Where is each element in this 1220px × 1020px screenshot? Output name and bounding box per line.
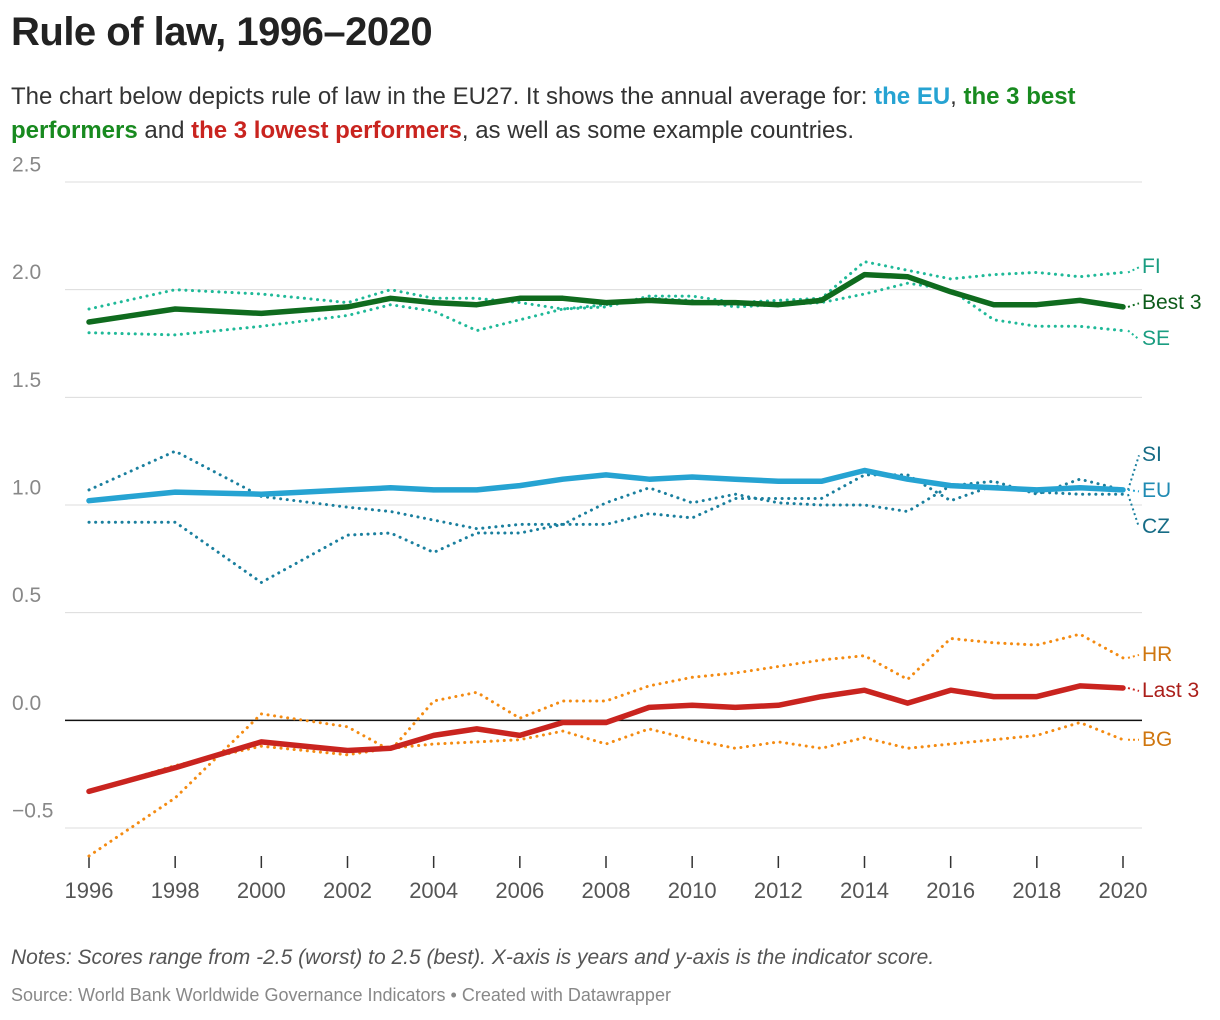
source: Source: World Bank Worldwide Governance … [11,985,671,1005]
label-connector [1127,302,1140,308]
subtitle-part: the 3 best performers [11,83,1076,144]
x-tick-label: 2000 [237,878,286,903]
series-label: SI [1142,443,1162,467]
series-label: BG [1142,727,1173,751]
series-label: FI [1142,255,1161,279]
label-connector [1127,687,1140,692]
y-tick-label: 1.0 [12,477,41,500]
y-tick-label: −0.5 [12,800,53,823]
y-tick-label: 0.5 [12,584,41,607]
x-tick-label: 2018 [1012,878,1061,903]
subtitle-part: , [950,83,964,110]
notes: Notes: Scores range from -2.5 (worst) to… [11,946,935,969]
series-label: CZ [1142,515,1170,539]
x-tick-label: 1996 [65,878,114,903]
x-tick-label: 2014 [840,878,889,903]
series-line [86,467,1126,504]
series-label: EU [1142,479,1172,503]
series-label: HR [1142,642,1173,666]
label-connector [1127,653,1140,659]
label-connector [1127,329,1140,341]
x-tick-label: 2020 [1099,878,1148,903]
series-label: Best 3 [1142,291,1202,315]
subtitle-part: the EU [874,83,951,110]
y-tick-label: 2.5 [12,154,41,177]
series-line [87,260,1125,311]
y-tick-label: 0.0 [12,692,41,715]
subtitle-part: The chart below depicts rule of law in t… [11,83,875,110]
label-connector [1127,266,1140,274]
chart-subtitle: The chart below depicts rule of law in t… [11,80,1201,148]
subtitle-part: and [137,117,192,144]
chart-title: Rule of law, 1996–2020 [11,10,433,54]
label-connector [1127,455,1140,491]
subtitle-part: , as well as some example countries. [461,117,855,144]
x-tick-label: 2012 [754,878,803,903]
y-tick-label: 1.5 [12,369,41,392]
x-tick-label: 1998 [151,878,200,903]
x-tick-label: 2016 [926,878,975,903]
series-label: Last 3 [1142,678,1200,702]
series-line [87,632,1125,858]
x-tick-label: 2006 [495,878,544,903]
label-connector [1127,488,1140,493]
series-line [86,271,1126,325]
label-connector [1127,493,1140,528]
x-tick-label: 2002 [323,878,372,903]
x-tick-label: 2008 [582,878,631,903]
series-line [87,281,1125,337]
x-tick-label: 2010 [668,878,717,903]
series-label: SE [1142,327,1171,351]
subtitle-part: the 3 lowest performers [191,117,462,144]
y-tick-label: 2.0 [12,261,41,284]
series-line [87,449,1125,531]
x-tick-label: 2004 [409,878,458,903]
series-line [86,683,1126,795]
series-line [87,473,1125,584]
series-line [87,721,1125,793]
